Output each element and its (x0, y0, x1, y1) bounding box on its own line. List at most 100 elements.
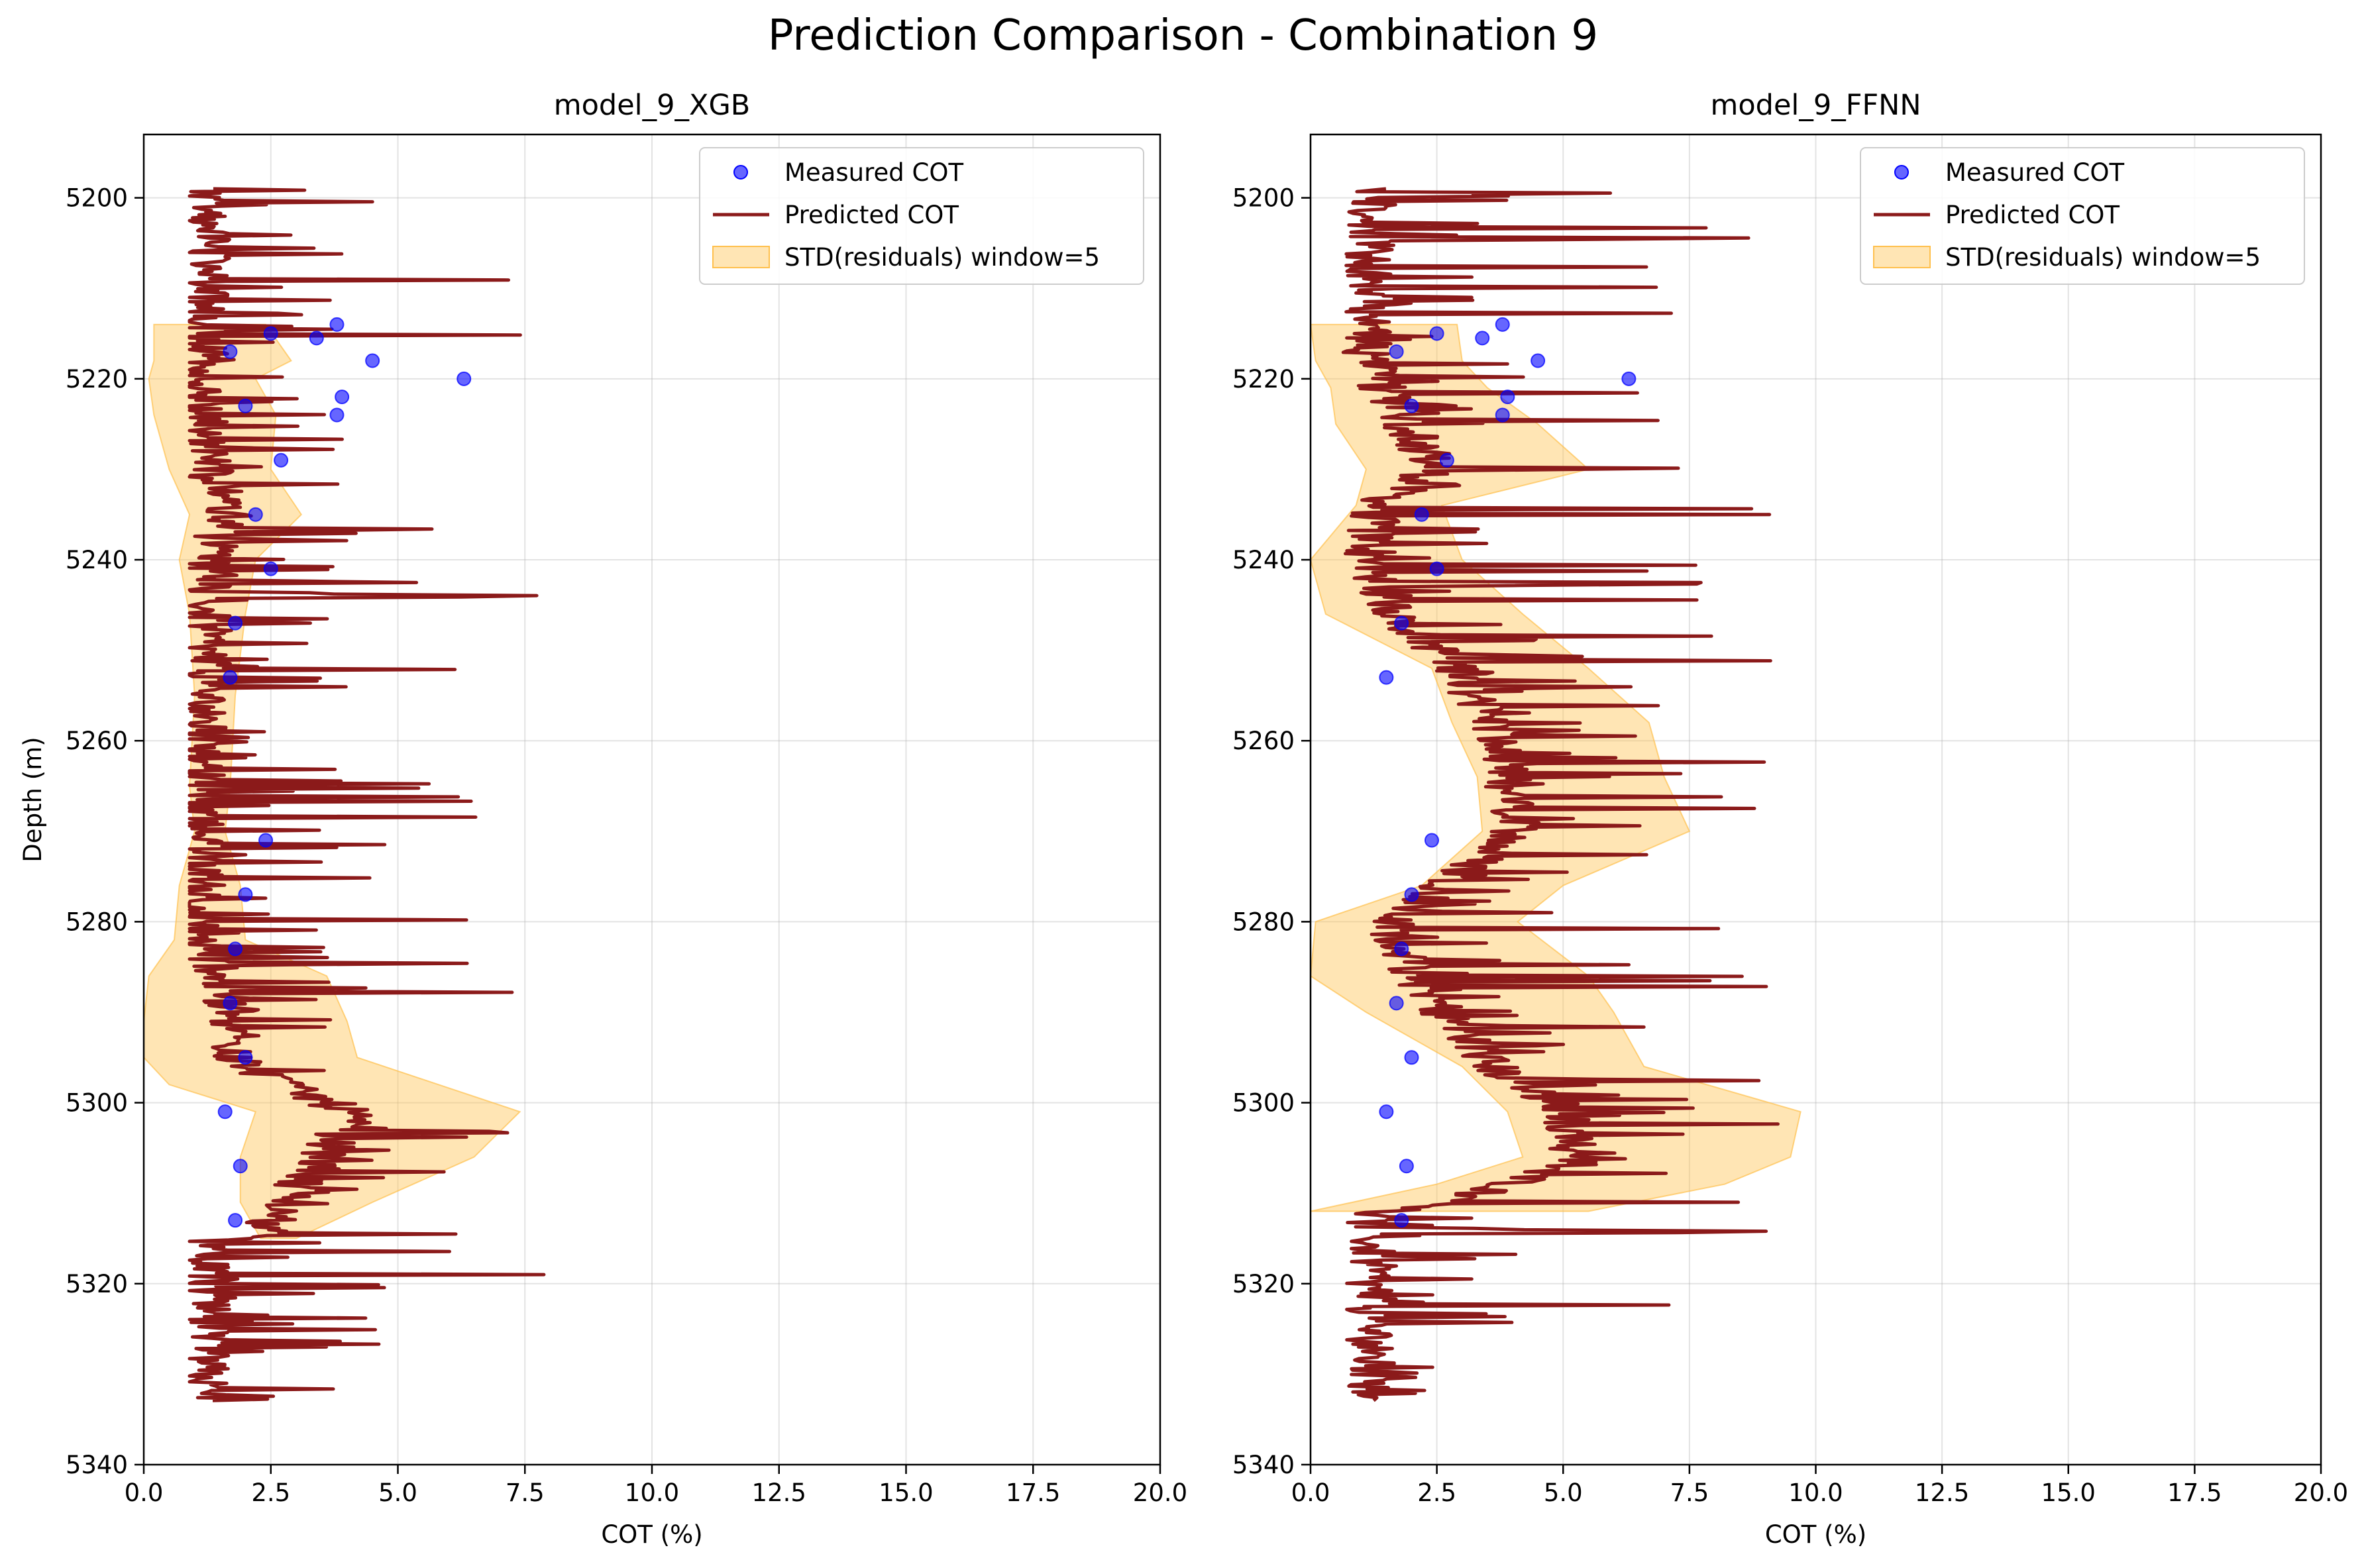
panel-title: model_9_FFNN (1710, 89, 1921, 122)
x-axis-label: COT (%) (1765, 1520, 1866, 1549)
measured-point (1425, 833, 1439, 848)
x-tick-label: 15.0 (2041, 1479, 2096, 1507)
panel-2: 0.0 2.5 5.0 7.5 10.0 12.5 15.0 17.5 20.0 5200 5220… (1232, 89, 2348, 1549)
legend-box (1860, 147, 2305, 285)
figure-title: Prediction Comparison - Combination 9 (767, 11, 1599, 60)
measured-point (329, 407, 345, 423)
measured-point (228, 615, 243, 631)
legend-label: Measured COT (1945, 158, 2124, 187)
y-tick-label: 5340 (66, 1451, 128, 1479)
y-tick-label: 5220 (1232, 365, 1295, 393)
y-tick-label: 5200 (66, 184, 128, 213)
x-tick-label: 5.0 (1544, 1479, 1583, 1507)
std-band (143, 323, 521, 1239)
x-tick-label: 12.5 (752, 1479, 806, 1507)
measured-point (238, 398, 253, 413)
y-tick-label: 5240 (66, 546, 128, 574)
measured-point (274, 452, 289, 468)
measured-point (263, 326, 278, 341)
measured-point (217, 1104, 233, 1120)
x-tick-label: 15.0 (879, 1479, 933, 1507)
predicted-cot-line (188, 187, 546, 1402)
measured-point (1621, 371, 1637, 386)
y-tick-label: 5320 (1232, 1270, 1295, 1298)
measured-point (228, 941, 243, 957)
measured-point (238, 887, 253, 902)
x-axis-label: COT (%) (601, 1520, 702, 1549)
measured-point (1389, 996, 1404, 1011)
legend: Measured COT Predicted COT STD(residuals) … (699, 147, 1144, 285)
x-tick-label: 10.0 (1788, 1479, 1843, 1507)
panel-1: 0.0 2.5 5.0 7.5 10.0 12.5 15.0 17.5 20.0 5200 5220… (19, 89, 1187, 1549)
measured-point (1399, 1159, 1414, 1174)
measured-point (1439, 452, 1454, 468)
legend-measured-marker (733, 165, 748, 180)
measured-point (1389, 344, 1404, 359)
measured-point (223, 670, 238, 685)
x-tick-label: 0.0 (125, 1479, 164, 1507)
x-tick-label: 10.0 (625, 1479, 679, 1507)
legend: Measured COT Predicted COT STD(residuals) … (1860, 147, 2305, 285)
measured-point (1500, 390, 1515, 405)
y-tick-label: 5300 (1232, 1089, 1295, 1118)
x-tick-label: 17.5 (1006, 1479, 1060, 1507)
measured-point (258, 833, 274, 848)
x-tick-label: 7.5 (506, 1479, 545, 1507)
y-tick-label: 5280 (66, 908, 128, 936)
measured-point (1429, 561, 1444, 576)
panel-title: model_9_XGB (554, 89, 751, 122)
measured-point (1379, 670, 1394, 685)
measured-point (329, 317, 345, 332)
measured-point (1475, 331, 1490, 346)
measured-point (1394, 1213, 1409, 1228)
measured-point (335, 390, 350, 405)
measured-point (1404, 398, 1419, 413)
y-tick-label: 5200 (1232, 184, 1295, 213)
measured-point (1379, 1104, 1394, 1120)
x-tick-label: 5.0 (378, 1479, 417, 1507)
y-tick-label: 5260 (1232, 727, 1295, 755)
measured-point (1414, 507, 1429, 522)
x-tick-label: 0.0 (1291, 1479, 1330, 1507)
y-tick-label: 5340 (1232, 1451, 1295, 1479)
legend-label: Predicted COT (784, 201, 959, 229)
measured-point (228, 1213, 243, 1228)
x-tick-label: 12.5 (1915, 1479, 1969, 1507)
y-tick-label: 5300 (66, 1089, 128, 1118)
measured-point (1495, 317, 1510, 332)
x-tick-label: 20.0 (1133, 1479, 1187, 1507)
legend-label: STD(residuals) window=5 (1945, 243, 2261, 272)
measured-point (457, 371, 472, 386)
measured-point (1394, 615, 1409, 631)
legend-label: Measured COT (784, 158, 963, 187)
legend-label: STD(residuals) window=5 (784, 243, 1100, 272)
measured-point (1404, 1050, 1419, 1065)
x-tick-label: 2.5 (1417, 1479, 1456, 1507)
x-tick-label: 7.5 (1670, 1479, 1709, 1507)
measured-point (1404, 887, 1419, 902)
measured-point (309, 331, 324, 346)
y-tick-label: 5280 (1232, 908, 1295, 936)
measured-point (1531, 353, 1546, 368)
legend-box (699, 147, 1144, 285)
x-tick-label: 17.5 (2167, 1479, 2222, 1507)
measured-point (223, 344, 238, 359)
x-tick-label: 2.5 (251, 1479, 290, 1507)
y-tick-label: 5320 (66, 1270, 128, 1298)
measured-point (1394, 941, 1409, 957)
predicted-cot-line (1341, 187, 1780, 1402)
measured-point (238, 1050, 253, 1065)
measured-point (248, 507, 263, 522)
y-tick-label: 5260 (66, 727, 128, 755)
measured-point (1429, 326, 1444, 341)
measured-point (365, 353, 380, 368)
measured-point (263, 561, 278, 576)
measured-point (1495, 407, 1510, 423)
legend-label: Predicted COT (1945, 201, 2120, 229)
measured-point (223, 996, 238, 1011)
legend-measured-marker (1894, 165, 1909, 180)
y-tick-label: 5240 (1232, 546, 1295, 574)
x-tick-label: 20.0 (2294, 1479, 2348, 1507)
measured-point (233, 1159, 248, 1174)
